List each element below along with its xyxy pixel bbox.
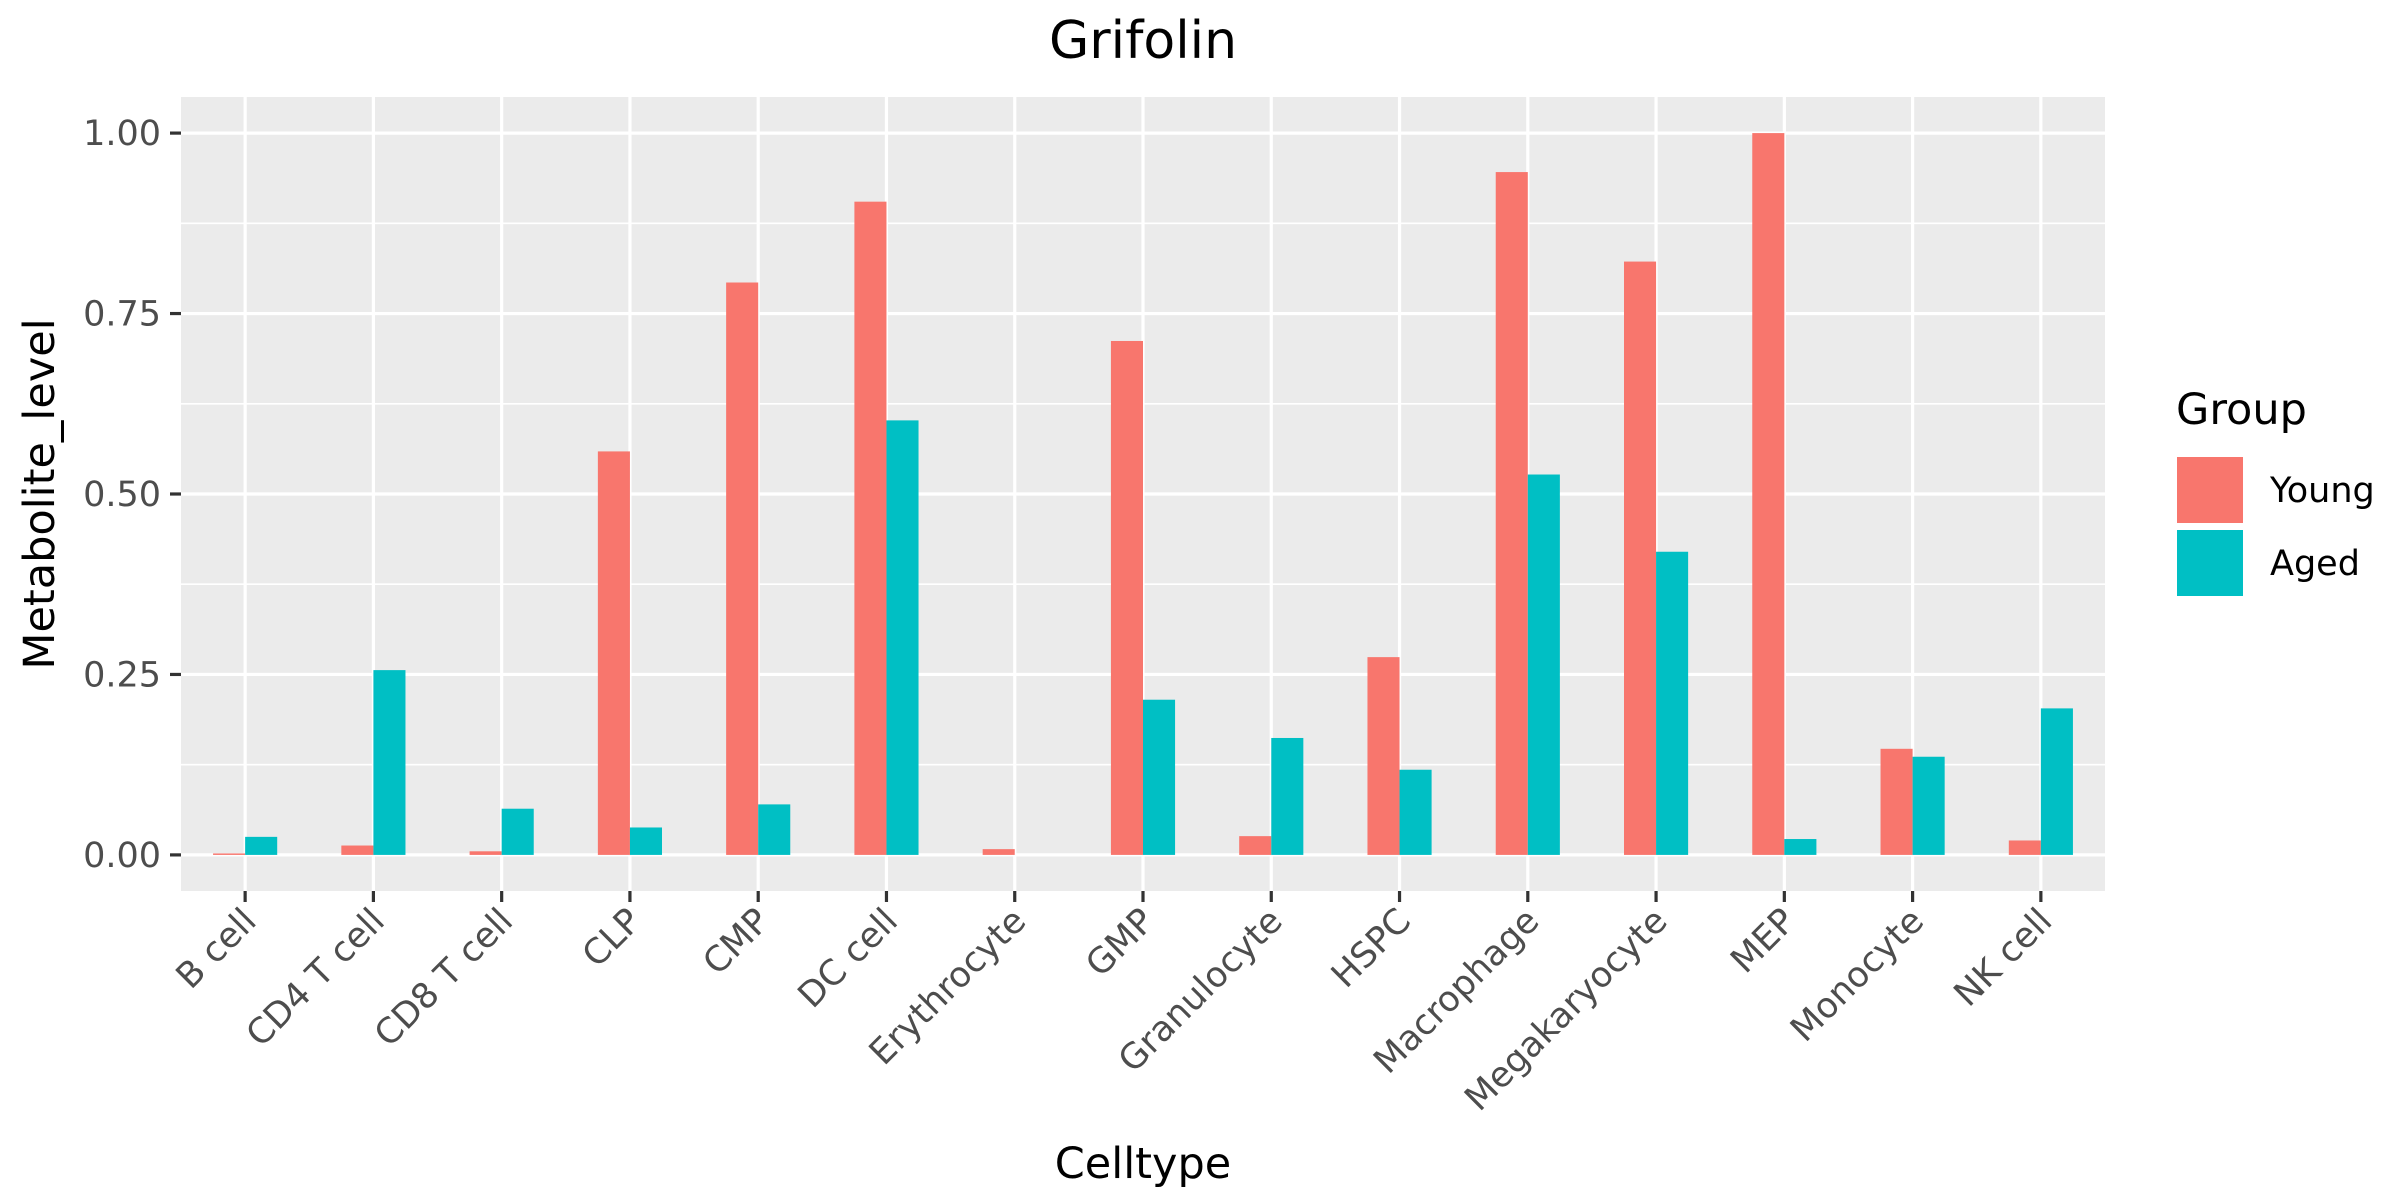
bar-young: [213, 853, 246, 855]
bar-aged: [2040, 708, 2073, 855]
bar-aged: [629, 827, 662, 855]
bar-young: [597, 451, 630, 855]
y-tick-label: 0.25: [83, 655, 161, 695]
x-tick-label: DC cell: [791, 901, 906, 1016]
bar-young: [1880, 748, 1913, 855]
y-tick-label: 0.50: [83, 475, 161, 515]
bar-young: [1624, 261, 1657, 855]
x-tick-label: B cell: [169, 901, 265, 997]
bar-young: [1367, 657, 1400, 855]
bar-young: [341, 845, 374, 855]
y-axis: 0.00 0.25 0.50 0.75 1.00: [83, 114, 181, 876]
legend-label-young: Young: [2269, 471, 2375, 511]
bar-young: [854, 201, 887, 855]
bar-aged: [1784, 839, 1817, 855]
x-tick-label: GMP: [1079, 901, 1163, 985]
legend-title: Group: [2176, 385, 2307, 435]
bar-aged: [1399, 769, 1432, 855]
x-tick-label: MEP: [1723, 901, 1803, 981]
bar-young: [1752, 133, 1785, 855]
legend-label-aged: Aged: [2270, 544, 2360, 584]
x-tick-label: CLP: [575, 901, 649, 975]
bar-aged: [373, 670, 406, 855]
bar-aged: [501, 808, 534, 855]
x-tick-label: CD4 T cell: [239, 901, 393, 1055]
bar-young: [469, 851, 502, 855]
bar-young: [726, 282, 759, 855]
bar-young: [982, 849, 1015, 855]
x-tick-label: CMP: [696, 901, 778, 983]
x-tick-label: HSPC: [1324, 901, 1419, 996]
bar-young: [1495, 172, 1528, 855]
bar-aged: [1527, 474, 1560, 855]
y-tick-label: 0.75: [83, 295, 161, 335]
x-tick-label: CD8 T cell: [367, 901, 521, 1055]
bar-young: [2008, 840, 2041, 855]
x-tick-label: Monocyte: [1783, 901, 1932, 1050]
bar-aged: [1912, 756, 1945, 855]
y-tick-label: 1.00: [83, 114, 161, 154]
x-axis-title: Celltype: [1055, 1139, 1231, 1189]
bar-aged: [1143, 699, 1176, 855]
bar-young: [1239, 836, 1272, 855]
bar-aged: [758, 804, 791, 855]
bar-aged: [245, 836, 278, 855]
y-tick-label: 0.00: [83, 836, 161, 876]
bars-layer: [213, 133, 2073, 855]
x-tick-label: NK cell: [1947, 901, 2060, 1014]
legend: Group Young Aged: [2176, 385, 2375, 596]
y-axis-title: Metabolite_level: [15, 318, 65, 669]
bar-young: [1110, 340, 1143, 855]
legend-key-aged: [2177, 530, 2243, 596]
chart-title: Grifolin: [1049, 11, 1237, 71]
legend-key-young: [2177, 457, 2243, 523]
bar-aged: [1656, 551, 1689, 855]
bar-aged: [886, 420, 919, 855]
bar-aged: [1271, 737, 1304, 855]
